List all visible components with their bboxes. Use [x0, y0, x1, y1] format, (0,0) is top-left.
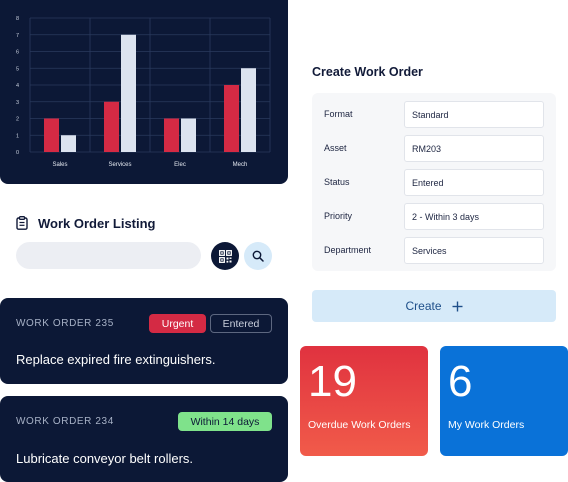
y-tick-label: 6 — [16, 50, 19, 56]
my-orders-label: My Work Orders — [448, 419, 525, 431]
work-order-number: WORK ORDER 235 — [16, 318, 114, 329]
create-work-order-title: Create Work Order — [312, 65, 423, 79]
bar-services-2 — [121, 34, 136, 152]
overdue-count: 19 — [308, 357, 357, 406]
qr-scan-button[interactable] — [211, 242, 239, 270]
form-row-department: Department Services — [312, 237, 556, 265]
form-row-asset: Asset RM203 — [312, 135, 556, 163]
form-row-format: Format Standard — [312, 101, 556, 129]
work-order-description: Lubricate conveyor belt rollers. — [16, 451, 194, 466]
y-tick-label: 4 — [16, 83, 19, 89]
create-button-label: Create — [405, 299, 442, 313]
work-order-card-234[interactable]: WORK ORDER 234 Within 14 days Lubricate … — [0, 396, 288, 482]
search-icon — [252, 250, 264, 262]
create-button[interactable]: Create — [312, 290, 556, 322]
y-tick-label: 8 — [16, 16, 19, 22]
y-tick-label: 1 — [16, 133, 19, 139]
department-bar-chart: 0 1 2 3 4 5 6 7 8 Sales Services Elec Mech — [0, 0, 288, 184]
bar-services-1 — [104, 101, 119, 152]
plus-icon — [452, 301, 463, 311]
listing-title: Work Order Listing — [38, 215, 156, 231]
work-order-number: WORK ORDER 234 — [16, 416, 114, 427]
bar-mech-2 — [241, 68, 256, 152]
bar-elec-2 — [181, 118, 196, 152]
search-button[interactable] — [244, 242, 272, 270]
status-field[interactable]: Entered — [404, 169, 544, 196]
priority-field[interactable]: 2 - Within 3 days — [404, 203, 544, 230]
format-field[interactable]: Standard — [404, 101, 544, 128]
field-label: Department — [324, 245, 372, 255]
y-tick-label: 0 — [16, 150, 19, 156]
clipboard-icon — [16, 216, 28, 230]
field-label: Format — [324, 109, 353, 119]
asset-field[interactable]: RM203 — [404, 135, 544, 162]
x-tick-label: Services — [108, 162, 131, 168]
form-row-status: Status Entered — [312, 169, 556, 197]
bar-elec-1 — [164, 118, 179, 152]
y-tick-label: 7 — [16, 33, 19, 39]
bar-sales-2 — [61, 135, 76, 152]
field-label: Priority — [324, 211, 353, 221]
department-field[interactable]: Services — [404, 237, 544, 264]
bar-mech-1 — [224, 85, 239, 152]
qr-code-icon — [218, 249, 232, 263]
search-input[interactable] — [16, 242, 201, 269]
status-badge: Entered — [210, 314, 272, 333]
create-work-order-form: Format Standard Asset RM203 Status Enter… — [312, 93, 556, 271]
due-badge: Within 14 days — [178, 412, 272, 431]
y-tick-label: 3 — [16, 100, 19, 106]
x-tick-label: Sales — [52, 162, 67, 168]
overdue-work-orders-tile[interactable]: 19 Overdue Work Orders — [300, 346, 428, 456]
urgent-badge: Urgent — [149, 314, 206, 333]
form-row-priority: Priority 2 - Within 3 days — [312, 203, 556, 231]
field-label: Asset — [324, 143, 347, 153]
my-orders-count: 6 — [448, 357, 473, 406]
bar-sales-1 — [44, 118, 59, 152]
work-order-description: Replace expired fire extinguishers. — [16, 352, 216, 367]
x-tick-label: Mech — [233, 162, 248, 168]
bar-chart-svg: 0 1 2 3 4 5 6 7 8 Sales Services Elec Mech — [16, 16, 271, 168]
y-tick-label: 5 — [16, 66, 19, 72]
overdue-label: Overdue Work Orders — [308, 419, 411, 431]
x-tick-label: Elec — [174, 162, 186, 168]
my-work-orders-tile[interactable]: 6 My Work Orders — [440, 346, 568, 456]
field-label: Status — [324, 177, 350, 187]
work-order-card-235[interactable]: WORK ORDER 235 Urgent Entered Replace ex… — [0, 298, 288, 384]
listing-header: Work Order Listing — [16, 212, 156, 234]
y-tick-label: 2 — [16, 117, 19, 123]
